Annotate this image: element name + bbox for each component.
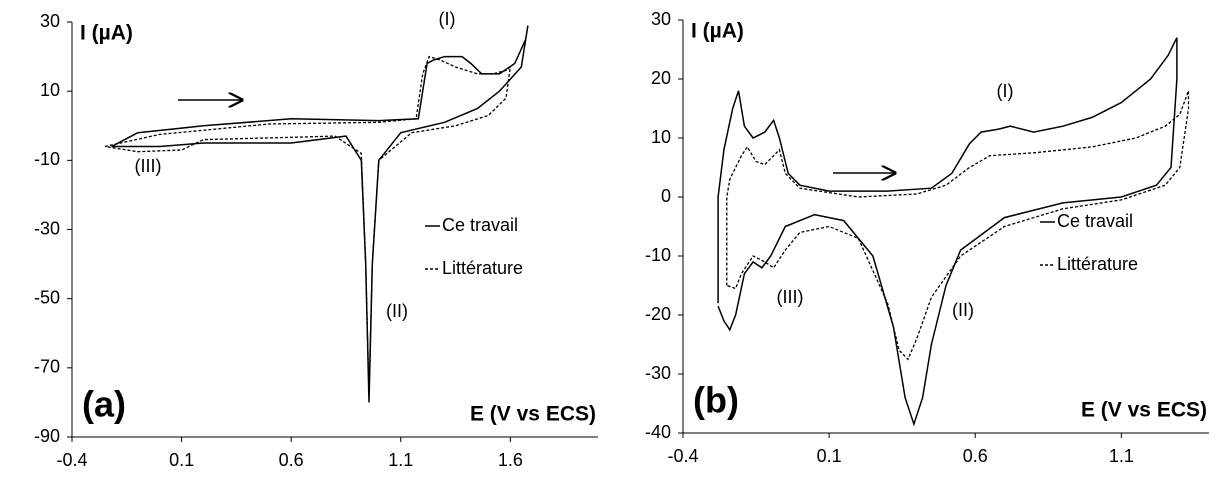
x-tick-label: 0.1 <box>817 446 842 466</box>
x-tick-label: -0.4 <box>667 446 698 466</box>
peak-annotation: (III) <box>135 156 162 176</box>
y-tick-label: -30 <box>34 218 60 238</box>
y-tick-label: 10 <box>40 80 60 100</box>
legend-label: Littérature <box>442 258 523 278</box>
peak-annotation: (I) <box>997 81 1014 101</box>
x-tick-label: 0.6 <box>279 450 304 470</box>
x-axis-label: E (V vs ECS) <box>1081 399 1207 422</box>
x-tick-label: 0.6 <box>963 446 988 466</box>
peak-annotation: (I) <box>439 9 456 29</box>
panel-label: (b) <box>693 380 739 421</box>
y-axis-label: I (µA) <box>691 20 744 43</box>
y-axis-label: I (µA) <box>80 22 133 45</box>
y-tick-label: -90 <box>34 426 60 446</box>
peak-annotation: (II) <box>952 300 974 320</box>
legend-label: Littérature <box>1057 254 1138 274</box>
y-tick-label: -70 <box>34 357 60 377</box>
y-tick-label: 30 <box>40 11 60 31</box>
x-tick-label: 1.6 <box>498 450 523 470</box>
x-axis-label: E (V vs ECS) <box>470 403 596 426</box>
legend-label: Ce travail <box>1057 211 1133 231</box>
cv-curve <box>111 25 529 403</box>
x-tick-label: 0.1 <box>169 450 194 470</box>
y-tick-label: -20 <box>645 304 671 324</box>
y-tick-label: -10 <box>645 245 671 265</box>
cv-curve <box>104 55 512 393</box>
x-tick-label: 1.1 <box>388 450 413 470</box>
y-tick-label: -50 <box>34 287 60 307</box>
y-tick-label: -10 <box>34 149 60 169</box>
peak-annotation: (III) <box>777 287 804 307</box>
y-tick-label: -30 <box>645 363 671 383</box>
y-tick-label: 10 <box>651 127 671 147</box>
y-tick-label: -40 <box>645 422 671 442</box>
x-tick-label: 1.1 <box>1109 446 1134 466</box>
legend-label: Ce travail <box>442 215 518 235</box>
cv-curve <box>717 37 1178 427</box>
panel-label: (a) <box>82 384 126 425</box>
y-tick-label: 20 <box>651 68 671 88</box>
y-tick-label: 0 <box>661 186 671 206</box>
x-tick-label: -0.4 <box>56 450 87 470</box>
peak-annotation: (II) <box>386 301 408 321</box>
y-tick-label: 30 <box>651 9 671 29</box>
